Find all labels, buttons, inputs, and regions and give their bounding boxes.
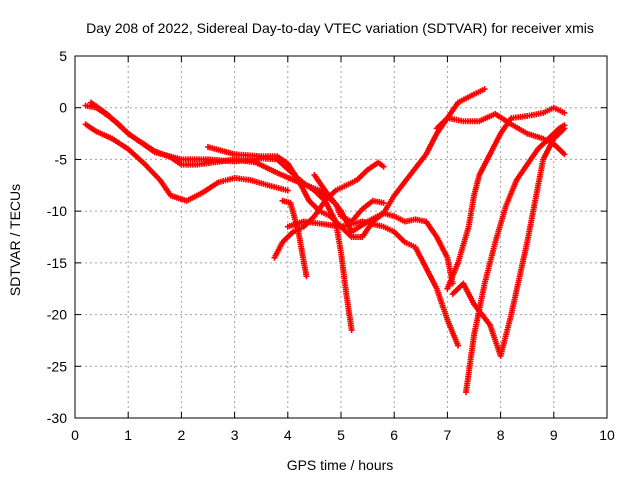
x-tick-label: 7 — [444, 427, 452, 443]
x-tick-label: 10 — [599, 427, 615, 443]
x-tick-label: 1 — [124, 427, 132, 443]
series-arc — [463, 122, 568, 396]
y-tick-label: 0 — [59, 100, 67, 116]
y-tick-label: -5 — [55, 151, 68, 167]
point-markers — [311, 171, 456, 287]
point-markers — [449, 125, 568, 359]
x-axis-label: GPS time / hours — [287, 457, 394, 473]
x-tick-label: 3 — [231, 427, 239, 443]
x-tick-label: 0 — [71, 427, 79, 443]
y-tick-label: -20 — [47, 307, 67, 323]
series-arc — [284, 218, 461, 349]
x-tick-label: 5 — [337, 427, 345, 443]
series-arc — [444, 104, 568, 292]
data-series — [82, 86, 568, 396]
y-tick-label: -30 — [47, 410, 67, 426]
point-markers — [433, 110, 568, 158]
y-tick-label: -10 — [47, 203, 67, 219]
x-tick-label: 6 — [390, 427, 398, 443]
series-arc — [82, 121, 291, 204]
y-tick-label: 5 — [59, 48, 67, 64]
x-tick-label: 2 — [178, 427, 186, 443]
point-markers — [284, 218, 461, 349]
y-axis: 5 0 -5 -10 -15 -20 -25 -30 — [47, 48, 607, 426]
series-line — [464, 124, 566, 394]
point-markers — [82, 121, 291, 204]
series-arc — [311, 171, 456, 287]
x-tick-label: 8 — [497, 427, 505, 443]
x-tick-label: 4 — [284, 427, 292, 443]
y-tick-label: -25 — [47, 358, 67, 374]
y-tick-label: -15 — [47, 255, 67, 271]
point-markers — [444, 104, 568, 292]
chart-title: Day 208 of 2022, Sidereal Day-to-day VTE… — [86, 20, 594, 36]
series-arc — [449, 125, 568, 359]
x-axis: 0 1 2 3 4 5 6 7 8 9 10 — [71, 56, 615, 443]
x-tick-label: 9 — [550, 427, 558, 443]
y-axis-label: SDTVAR / TECUs — [7, 184, 23, 296]
series-line — [446, 106, 566, 290]
point-markers — [463, 122, 568, 396]
